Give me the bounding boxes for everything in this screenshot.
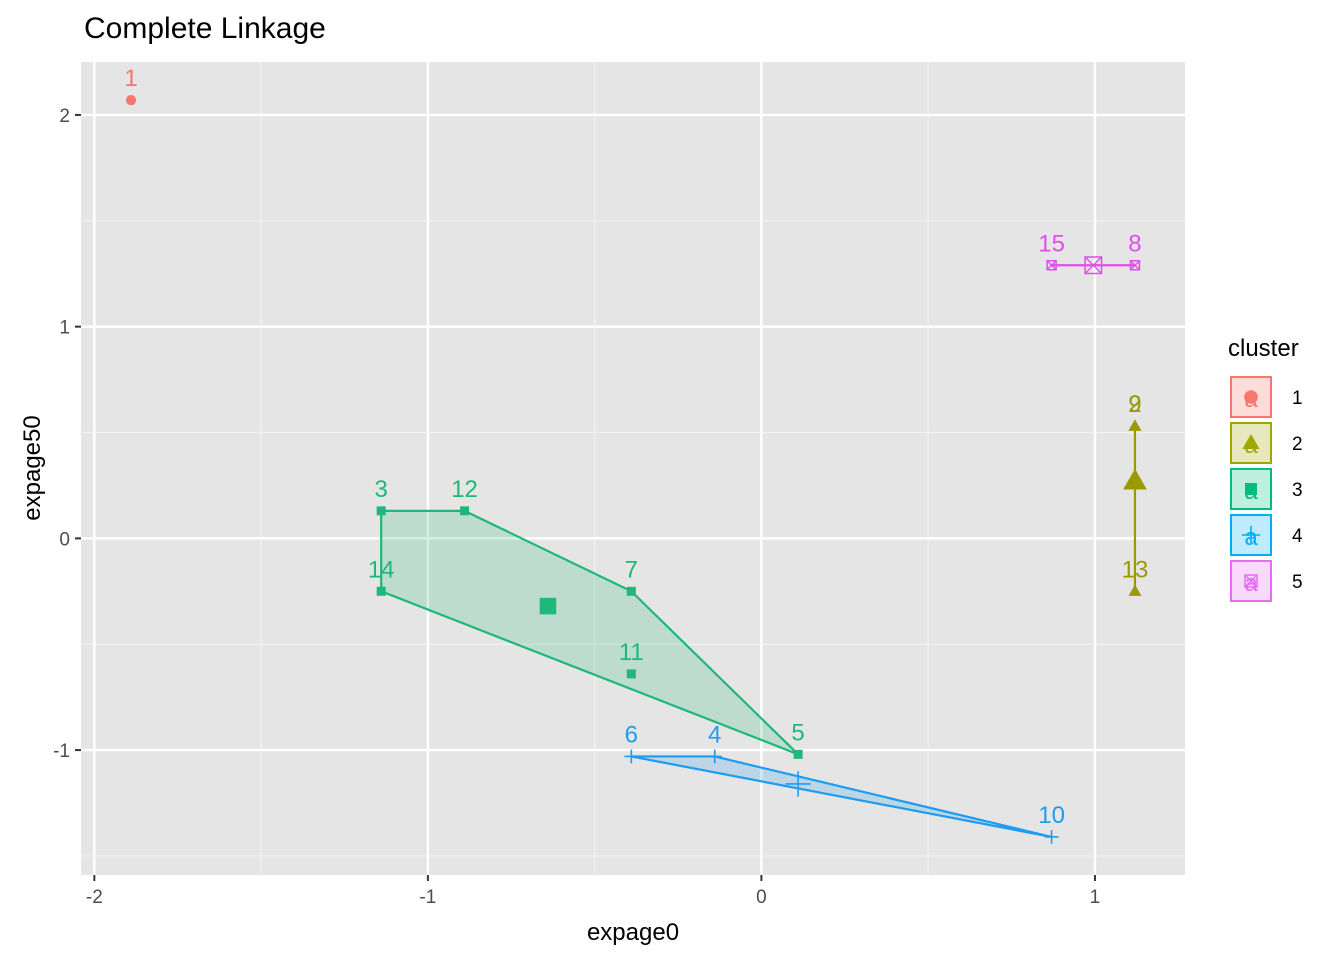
marker-square — [626, 669, 636, 679]
marker-square — [460, 506, 470, 516]
x-axis-title: expage0 — [587, 919, 679, 946]
marker-triangle — [1128, 419, 1142, 431]
legend-item-1: a1 — [1230, 376, 1303, 418]
y-tick-label: 0 — [59, 529, 70, 550]
point-label: 1 — [124, 65, 137, 92]
cluster-center — [1084, 256, 1103, 275]
data-point — [1044, 829, 1059, 844]
marker-cross-b — [1046, 260, 1057, 271]
point-label: 11 — [619, 639, 644, 666]
y-tick-label: -1 — [53, 741, 70, 762]
marker-square — [626, 586, 636, 596]
legend-marker — [1244, 574, 1258, 588]
x-tick-label: 0 — [756, 887, 767, 908]
data-point — [1128, 584, 1142, 596]
marker-triangle — [1128, 584, 1142, 596]
point-label: 9 — [1128, 391, 1141, 418]
chart-title: Complete Linkage — [84, 12, 326, 45]
marker-cross-b — [1130, 260, 1140, 271]
legend-marker — [1242, 434, 1260, 450]
point-label: 10 — [1038, 802, 1065, 829]
cluster-center — [785, 771, 811, 797]
x-tick-label: -2 — [86, 887, 103, 908]
legend-marker — [1245, 483, 1257, 495]
marker-square — [376, 506, 386, 516]
point-label: 5 — [791, 719, 804, 746]
legend-marker — [1241, 525, 1261, 545]
point-label: 4 — [708, 721, 721, 748]
data-point — [376, 506, 386, 516]
point-label: 8 — [1128, 230, 1141, 257]
data-point — [626, 586, 636, 596]
legend-key — [1230, 560, 1272, 602]
point-label: 12 — [451, 476, 478, 503]
marker-cross-b — [1084, 256, 1102, 274]
data-point — [626, 669, 636, 679]
marker-circle — [1244, 390, 1258, 404]
marker-box — [1046, 260, 1057, 271]
marker-box — [1084, 256, 1103, 275]
data-point — [460, 506, 470, 516]
legend-title: cluster — [1228, 335, 1299, 362]
legend-label: 1 — [1292, 388, 1303, 409]
marker-square — [793, 749, 803, 759]
marker-box — [1244, 574, 1258, 588]
point-label: 7 — [625, 556, 638, 583]
data-point — [707, 749, 722, 764]
data-point — [376, 586, 386, 596]
x-tick-label: -1 — [419, 887, 436, 908]
x-axis: -2 -1 0 1 — [86, 875, 1100, 908]
marker-cross-b — [1244, 574, 1258, 588]
legend-item-2: a2 — [1230, 422, 1303, 464]
point-label: 15 — [1038, 230, 1065, 257]
point-label: 6 — [625, 721, 638, 748]
point-label: 2 — [1128, 391, 1141, 418]
cluster-hulls — [380, 264, 1137, 838]
legend-label: 2 — [1292, 434, 1303, 455]
data-point — [125, 95, 137, 106]
marker-square — [1245, 483, 1257, 495]
legend-label: 4 — [1292, 526, 1303, 547]
plot-panel — [81, 62, 1185, 875]
marker-triangle — [1123, 468, 1147, 490]
point-label: 3 — [375, 476, 388, 503]
x-tick-label: 1 — [1090, 887, 1101, 908]
y-tick-label: 2 — [59, 106, 70, 127]
legend-key — [1230, 514, 1272, 556]
grid — [81, 62, 1185, 875]
legend-label: 3 — [1292, 480, 1303, 501]
cluster-hull-4 — [630, 755, 1053, 838]
legend-marker — [1244, 390, 1258, 404]
marker-square — [376, 586, 386, 596]
data-point — [1128, 419, 1142, 431]
point-label: 14 — [368, 556, 395, 583]
legend: cluster a1a2a3a4a5 — [1228, 335, 1303, 602]
cluster-center — [1123, 468, 1147, 490]
marker-circle — [125, 95, 137, 106]
data-point — [1129, 260, 1141, 271]
data-points — [125, 95, 1147, 844]
legend-item-3: a3 — [1230, 468, 1303, 510]
data-point — [793, 749, 803, 759]
marker-box — [1129, 260, 1141, 271]
y-axis-title: expage50 — [19, 415, 46, 520]
cluster-center — [539, 597, 557, 615]
legend-label: 5 — [1292, 572, 1303, 593]
point-labels: 1 92 13 3 12 14 7 11 5 6 4 10 15 8 — [124, 65, 1148, 829]
legend-key-glyph: a — [1244, 570, 1258, 597]
cluster-hull-3 — [380, 509, 800, 756]
data-point — [1046, 260, 1057, 271]
marker-triangle — [1242, 434, 1260, 450]
marker-square — [539, 597, 557, 615]
y-tick-label: 1 — [59, 318, 70, 339]
data-point — [624, 749, 639, 764]
point-label: 13 — [1122, 556, 1149, 583]
y-axis: -1 0 1 2 — [53, 106, 81, 762]
